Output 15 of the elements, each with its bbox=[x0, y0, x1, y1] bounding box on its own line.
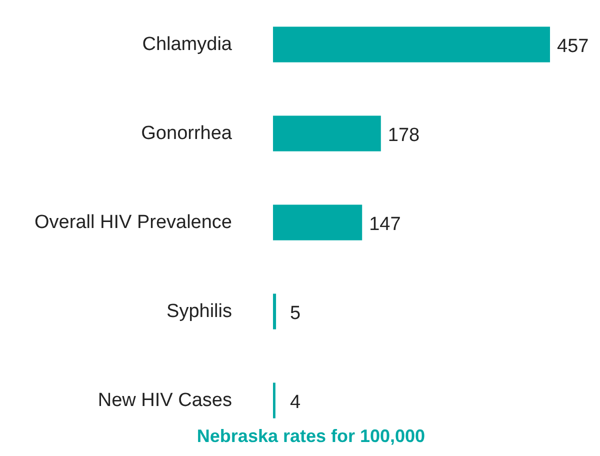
data-label: 147 bbox=[369, 214, 401, 235]
bar bbox=[273, 204, 362, 240]
bar bbox=[273, 26, 550, 62]
data-label: 4 bbox=[290, 392, 301, 413]
x-axis-title: Nebraska rates for 100,000 bbox=[196, 426, 426, 446]
y-tick-label: Gonorrhea bbox=[141, 123, 232, 144]
bar bbox=[273, 116, 381, 152]
y-tick-label: Syphilis bbox=[166, 301, 232, 322]
data-label: 457 bbox=[557, 36, 589, 57]
bar bbox=[273, 294, 276, 330]
data-label: 5 bbox=[290, 303, 301, 324]
y-tick-label: Overall HIV Prevalence bbox=[34, 212, 232, 233]
y-tick-label: Chlamydia bbox=[142, 34, 232, 55]
data-label: 178 bbox=[388, 125, 420, 146]
y-tick-label: New HIV Cases bbox=[98, 390, 232, 411]
